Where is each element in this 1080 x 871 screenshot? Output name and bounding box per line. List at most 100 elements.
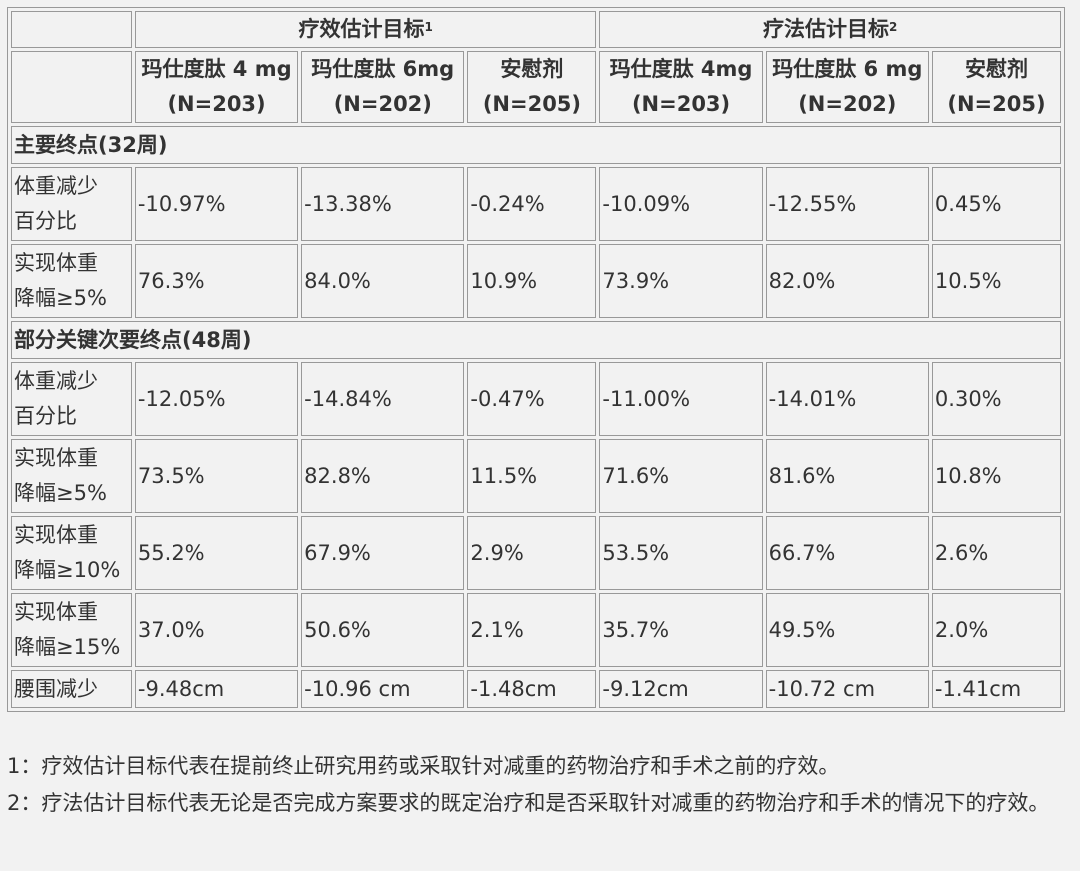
column-header-name: 玛仕度肽 6 mg: [772, 57, 923, 81]
table-row: 实现体重 降幅≥5% 76.3% 84.0% 10.9% 73.9% 82.0% …: [11, 244, 1061, 318]
table-row: 实现体重 降幅≥10% 55.2% 67.9% 2.9% 53.5% 66.7% …: [11, 516, 1061, 590]
table-cell: 2.9%: [467, 516, 597, 590]
column-header-name: 玛仕度肽 4mg: [609, 57, 753, 81]
group-header-label: 疗法估计目标: [763, 17, 890, 41]
group-header-efficacy: 疗效估计目标1: [134, 11, 597, 48]
table-cell: -10.09%: [599, 167, 763, 241]
column-header-n: (N=205): [482, 92, 582, 116]
table-cell: 0.45%: [931, 167, 1061, 241]
row-label-line: 百分比: [14, 404, 77, 428]
row-label-line: 实现体重: [14, 523, 98, 547]
group-header-treatment: 疗法估计目标2: [599, 11, 1061, 48]
group-header-row: 疗效估计目标1 疗法估计目标2: [11, 11, 1061, 48]
column-header: 玛仕度肽 4mg (N=203): [599, 51, 763, 123]
row-label: 腰围减少: [11, 670, 132, 708]
table-cell: 82.0%: [765, 244, 929, 318]
column-header-n: (N=203): [631, 92, 731, 116]
table-cell: 76.3%: [134, 244, 299, 318]
table-cell: 10.5%: [931, 244, 1061, 318]
results-table-wrapper: 疗效估计目标1 疗法估计目标2 玛仕度肽 4 mg (N=203) 玛仕度肽 6m…: [7, 7, 1065, 712]
row-label-line: 腰围减少: [14, 676, 98, 701]
footnote-2: 2：疗法估计目标代表无论是否完成方案要求的既定治疗和是否采取针对减重的药物治疗和…: [7, 791, 1050, 815]
corner-cell: [11, 51, 132, 123]
table-cell: 2.1%: [467, 593, 597, 667]
footnotes: 1：疗效估计目标代表在提前终止研究用药或采取针对减重的药物治疗和手术之前的疗效。…: [7, 748, 1073, 822]
footnote-1: 1：疗效估计目标代表在提前终止研究用药或采取针对减重的药物治疗和手术之前的疗效。: [7, 754, 840, 778]
table-cell: 66.7%: [765, 516, 929, 590]
group-header-label: 疗效估计目标: [298, 17, 425, 41]
row-label-line: 降幅≥15%: [14, 635, 121, 659]
corner-cell: [11, 11, 132, 48]
table-cell: 35.7%: [599, 593, 763, 667]
table-cell: 53.5%: [599, 516, 763, 590]
column-header-name: 玛仕度肽 6mg: [311, 57, 455, 81]
table-cell: -13.38%: [301, 167, 465, 241]
table-cell: -12.55%: [765, 167, 929, 241]
column-header: 安慰剂 (N=205): [931, 51, 1061, 123]
table-cell: -0.47%: [467, 362, 597, 436]
table-cell: 73.5%: [134, 439, 299, 513]
row-label-line: 降幅≥5%: [14, 481, 107, 505]
row-label: 实现体重降幅≥5%: [11, 244, 132, 318]
table-row: 实现体重 降幅≥15% 37.0% 50.6% 2.1% 35.7% 49.5% …: [11, 593, 1061, 667]
table-cell: 84.0%: [301, 244, 465, 318]
table-row: 腰围减少 -9.48cm -10.96 cm -1.48cm -9.12cm -…: [11, 670, 1061, 708]
row-label-line: 降幅≥5%: [14, 286, 107, 310]
column-header-name: 安慰剂: [500, 57, 564, 81]
row-label: 实现体重降幅≥5%: [11, 439, 132, 513]
results-table: 疗效估计目标1 疗法估计目标2 玛仕度肽 4 mg (N=203) 玛仕度肽 6m…: [7, 7, 1065, 712]
table-cell: -14.01%: [765, 362, 929, 436]
table-cell: -9.12cm: [599, 670, 763, 708]
table-row: 体重减少百分比 -12.05% -14.84% -0.47% -11.00% -…: [11, 362, 1061, 436]
table-cell: 10.9%: [467, 244, 597, 318]
table-cell: -10.97%: [134, 167, 299, 241]
table-cell: 2.0%: [931, 593, 1061, 667]
table-cell: -9.48cm: [134, 670, 299, 708]
table-cell: 67.9%: [301, 516, 465, 590]
row-label-line: 实现体重: [14, 251, 98, 275]
row-label: 体重减少 百分比: [11, 167, 132, 241]
table-cell: 2.6%: [931, 516, 1061, 590]
table-cell: -1.41cm: [931, 670, 1061, 708]
section-title: 部分关键次要终点(48周): [11, 321, 1061, 359]
table-cell: -11.00%: [599, 362, 763, 436]
table-cell: 0.30%: [931, 362, 1061, 436]
table-cell: -10.96 cm: [301, 670, 465, 708]
column-header: 玛仕度肽 6mg (N=202): [301, 51, 465, 123]
row-label-line: 实现体重: [14, 600, 98, 624]
column-header-row: 玛仕度肽 4 mg (N=203) 玛仕度肽 6mg (N=202) 安慰剂 (N=2…: [11, 51, 1061, 123]
row-label-line: 体重减少: [14, 174, 98, 198]
column-header: 玛仕度肽 4 mg (N=203): [134, 51, 299, 123]
row-label: 实现体重降幅≥15%: [11, 593, 132, 667]
table-cell: 11.5%: [467, 439, 597, 513]
table-cell: -12.05%: [134, 362, 299, 436]
section-header-row: 部分关键次要终点(48周): [11, 321, 1061, 359]
table-cell: 50.6%: [301, 593, 465, 667]
table-cell: -10.72 cm: [765, 670, 929, 708]
table-cell: -0.24%: [467, 167, 597, 241]
table-cell: -14.84%: [301, 362, 465, 436]
row-label: 实现体重降幅≥10%: [11, 516, 132, 590]
row-label-line: 实现体重: [14, 446, 98, 470]
column-header-n: (N=203): [167, 92, 266, 116]
table-cell: 37.0%: [134, 593, 299, 667]
table-cell: 10.8%: [931, 439, 1061, 513]
column-header-name: 玛仕度肽 4 mg: [141, 57, 292, 81]
table-cell: -1.48cm: [467, 670, 597, 708]
row-label: 体重减少 百分比: [11, 362, 132, 436]
section-header-row: 主要终点(32周): [11, 126, 1061, 164]
table-cell: 49.5%: [765, 593, 929, 667]
table-cell: 81.6%: [765, 439, 929, 513]
column-header: 安慰剂 (N=205): [467, 51, 597, 123]
table-row: 实现体重 降幅≥5% 73.5% 82.8% 11.5% 71.6% 81.6% …: [11, 439, 1061, 513]
row-label-line: 体重减少: [14, 369, 98, 393]
column-header-name: 安慰剂: [964, 57, 1028, 81]
footnote-marker: 2: [889, 20, 898, 34]
table-cell: 73.9%: [599, 244, 763, 318]
table-cell: 82.8%: [301, 439, 465, 513]
table-cell: 55.2%: [134, 516, 299, 590]
column-header: 玛仕度肽 6 mg (N=202): [765, 51, 929, 123]
row-label-line: 降幅≥10%: [14, 558, 121, 582]
table-row: 体重减少 百分比 -10.97% -13.38% -0.24% -10.09% -…: [11, 167, 1061, 241]
column-header-n: (N=205): [947, 92, 1046, 116]
